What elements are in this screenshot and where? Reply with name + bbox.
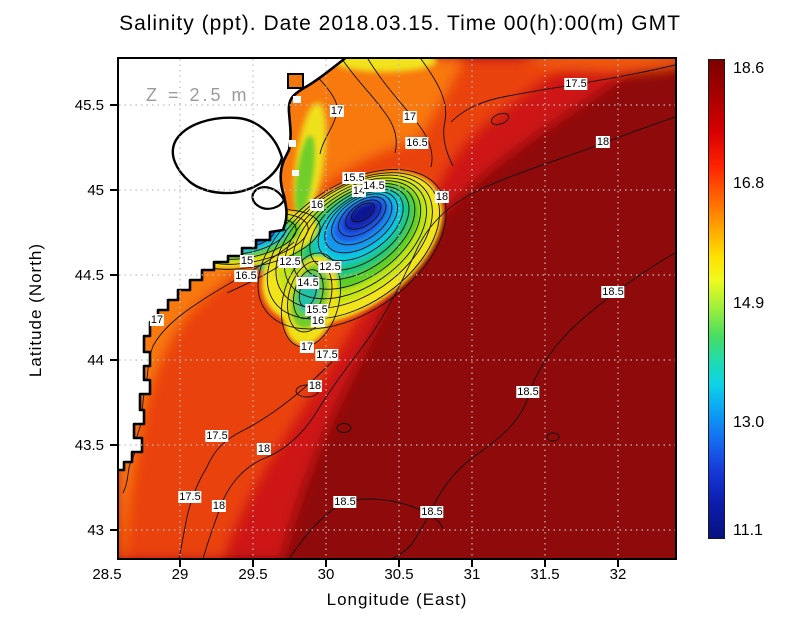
x-tick-label: 32 (609, 566, 627, 583)
contour-label: 14.5 (362, 180, 386, 192)
x-tick-label: 31.5 (530, 566, 560, 583)
contour-label: 17 (149, 314, 165, 326)
x-tick-label: 30.5 (384, 566, 414, 583)
y-tick-label: 44 (87, 352, 104, 369)
contour-label: 18 (434, 191, 450, 203)
contour-label: 18.5 (333, 496, 357, 508)
contour-label: 17.5 (205, 430, 229, 442)
land-coastline (119, 59, 347, 472)
contour-label: 18.5 (420, 506, 444, 518)
y-tick-label: 43.5 (74, 437, 104, 454)
y-axis-title: Latitude (North) (26, 242, 45, 378)
contour-label: 18 (307, 380, 323, 392)
figure-title: Salinity (ppt). Date 2018.03.15. Time 00… (119, 12, 681, 35)
y-tick-mark (110, 444, 117, 446)
x-tick-mark (325, 560, 327, 567)
contour-label: 15 (239, 255, 255, 267)
colorbar (708, 59, 725, 539)
contour-label: 17.5 (564, 78, 588, 90)
colorbar-tick-label: 11.1 (733, 522, 763, 539)
x-tick-mark (617, 560, 619, 567)
contour-label: 17 (299, 341, 315, 353)
y-tick-label: 45.5 (74, 97, 104, 114)
contour-label: 17 (402, 111, 418, 123)
lagoon-outline-large (171, 116, 284, 195)
x-axis-title: Longitude (East) (326, 590, 468, 609)
contour-label: 17.5 (315, 349, 339, 361)
y-tick-mark (110, 359, 117, 361)
contour-label: 18 (256, 443, 272, 455)
contour-label: 16 (309, 199, 325, 211)
x-tick-label: 29 (171, 566, 189, 583)
x-tick-label: 31 (463, 566, 481, 583)
contour-label: 18.5 (516, 386, 540, 398)
colorbar-tick-label: 18.6 (733, 60, 765, 77)
colorbar-tick-label: 16.8 (733, 175, 765, 192)
x-tick-label: 29.5 (238, 566, 268, 583)
y-tick-label: 44.5 (74, 267, 104, 284)
contour-label: 14.5 (296, 277, 320, 289)
colorbar-tick-label: 13.0 (733, 414, 765, 431)
x-tick-label: 30 (317, 566, 335, 583)
y-tick-mark (110, 189, 117, 191)
contour-label: 16.5 (405, 137, 429, 149)
contour-label: 15.5 (342, 172, 366, 184)
contour-label: 18 (595, 136, 611, 148)
contour-label: 18 (211, 500, 227, 512)
contour-label: 15.5 (305, 304, 329, 316)
y-tick-label: 43 (87, 522, 104, 539)
contour-label: 18.5 (601, 286, 625, 298)
x-tick-mark (471, 560, 473, 567)
y-tick-mark (110, 529, 117, 531)
x-tick-mark (398, 560, 400, 567)
contour-label: 17 (329, 105, 345, 117)
latlon-grid (119, 59, 675, 558)
map-panel: Z = 2.5 m 17.5 17 17 16.5 18 14 15.5 14.5 16 18 15… (117, 57, 677, 560)
y-tick-mark (110, 274, 117, 276)
x-tick-mark (179, 560, 181, 567)
depth-annotation: Z = 2.5 m (146, 85, 250, 105)
contour-label: 12.5 (318, 261, 342, 273)
x-tick-mark (252, 560, 254, 567)
contour-label: 16 (310, 315, 326, 327)
y-tick-label: 45 (87, 182, 104, 199)
contour-label: 12.5 (278, 256, 302, 268)
x-tick-label: 28.5 (92, 566, 122, 583)
colorbar-tick-label: 14.9 (733, 295, 765, 312)
lagoon-outline-small (251, 186, 286, 210)
x-tick-mark (544, 560, 546, 567)
contour-label: 17.5 (178, 491, 202, 503)
contour-label: 16.5 (234, 270, 258, 282)
contour-map-canvas (119, 59, 675, 558)
y-tick-mark (110, 104, 117, 106)
